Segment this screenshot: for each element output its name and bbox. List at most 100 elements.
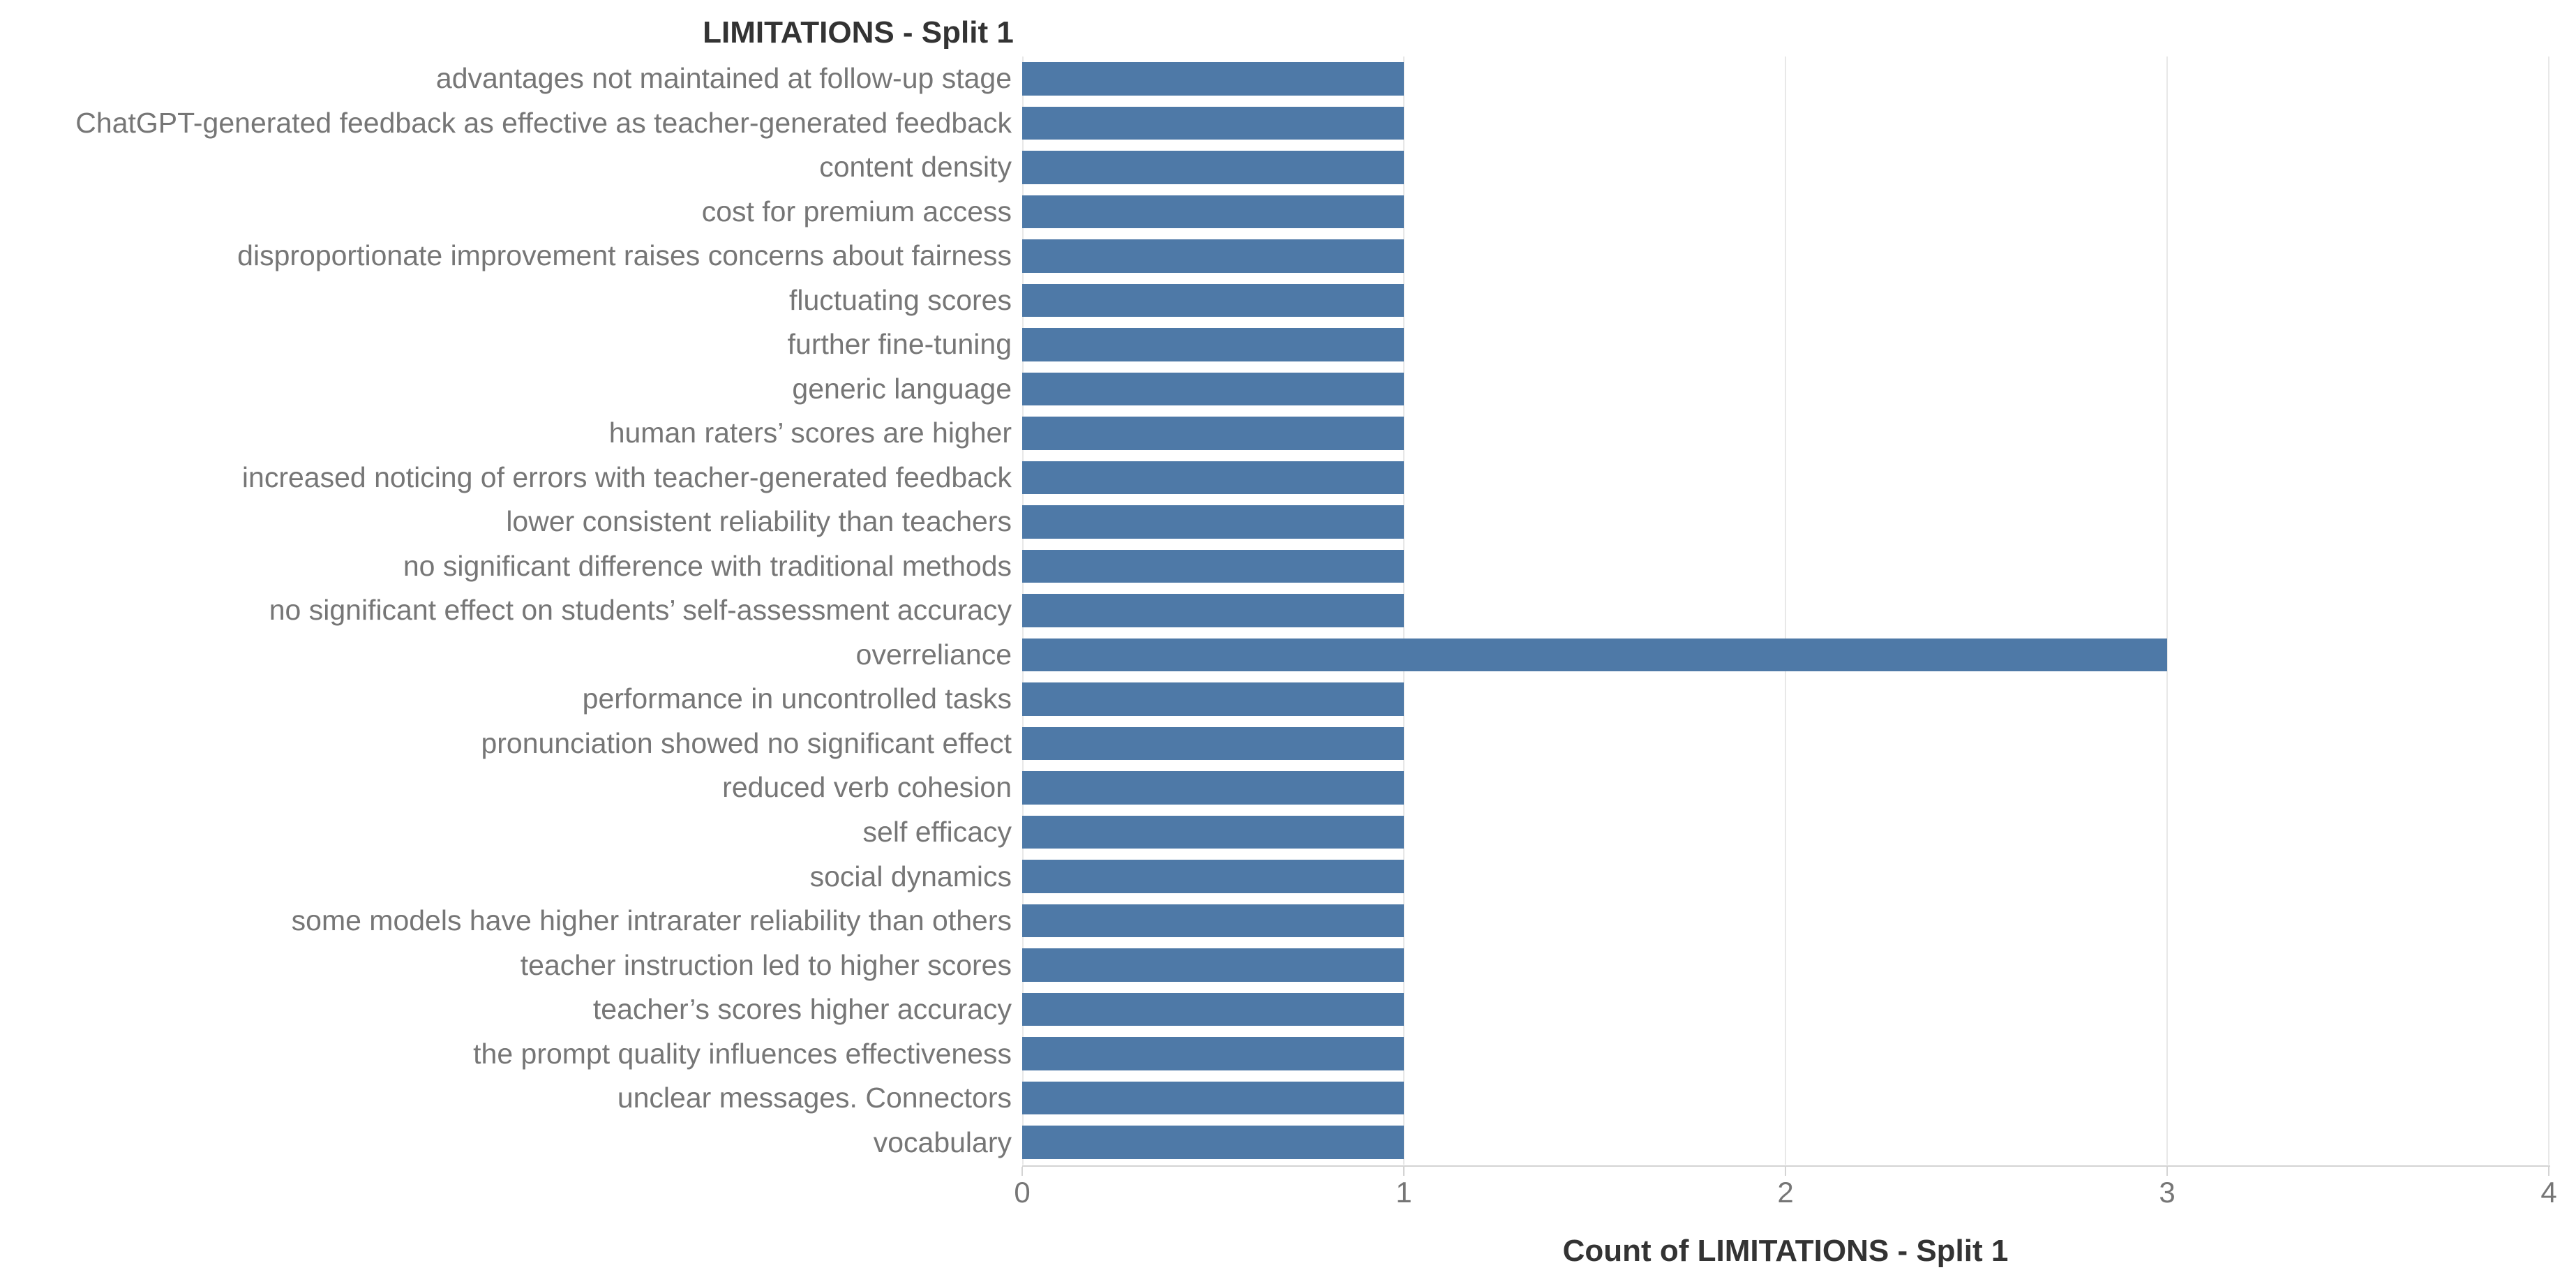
x-tick-mark [1403, 1167, 1405, 1176]
category-label: unclear messages. Connectors [617, 1082, 1012, 1114]
bar[interactable] [1022, 1081, 1404, 1115]
x-tick-mark [1021, 1167, 1023, 1176]
category-label: content density [819, 151, 1012, 184]
category-label: teacher’s scores higher accuracy [592, 993, 1012, 1026]
chart-row: some models have higher intrarater relia… [0, 899, 2576, 943]
bar[interactable] [1022, 151, 1404, 184]
category-label: social dynamics [809, 860, 1012, 893]
bar-track [1022, 190, 2549, 234]
x-tick-label: 4 [2540, 1176, 2557, 1209]
chart-row: lower consistent reliability than teache… [0, 500, 2576, 544]
category-label: advantages not maintained at follow-up s… [435, 62, 1012, 95]
bar-track [1022, 234, 2549, 278]
category-label: some models have higher intrarater relia… [291, 904, 1012, 937]
chart-row: teacher’s scores higher accuracy [0, 987, 2576, 1032]
category-label: vocabulary [873, 1126, 1012, 1158]
bar[interactable] [1022, 682, 1404, 716]
x-tick-mark [2166, 1167, 2168, 1176]
category-label: self efficacy [862, 816, 1012, 848]
bar[interactable] [1022, 195, 1404, 229]
gridline [1403, 57, 1405, 1165]
chart-row: vocabulary [0, 1120, 2576, 1165]
chart-row: teacher instruction led to higher scores [0, 943, 2576, 987]
bar-track [1022, 854, 2549, 899]
bar[interactable] [1022, 461, 1404, 495]
bar-track [1022, 987, 2549, 1032]
category-label: generic language [792, 372, 1012, 405]
x-tick-label: 3 [2159, 1176, 2176, 1209]
chart-title: LIMITATIONS - Split 1 [703, 15, 1014, 50]
chart-row: disproportionate improvement raises conc… [0, 234, 2576, 278]
bar[interactable] [1022, 948, 1404, 982]
bar[interactable] [1022, 505, 1404, 539]
chart-row: overreliance [0, 633, 2576, 678]
chart-row: no significant difference with tradition… [0, 544, 2576, 589]
category-label: the prompt quality influences effectiven… [473, 1037, 1012, 1070]
bar[interactable] [1022, 815, 1404, 849]
plot-area: advantages not maintained at follow-up s… [0, 57, 2576, 1209]
chart-row: cost for premium access [0, 190, 2576, 234]
bar[interactable] [1022, 328, 1404, 361]
chart-row: generic language [0, 367, 2576, 412]
bar-track [1022, 278, 2549, 323]
x-tick-label: 1 [1395, 1176, 1412, 1209]
bar-track [1022, 633, 2549, 678]
x-tick-mark [1785, 1167, 1786, 1176]
category-label: increased noticing of errors with teache… [241, 461, 1012, 493]
bar-track [1022, 411, 2549, 456]
category-label: further fine-tuning [787, 328, 1012, 361]
bar[interactable] [1022, 239, 1404, 273]
bar-track [1022, 367, 2549, 412]
bar[interactable] [1022, 106, 1404, 140]
chart-row: reduced verb cohesion [0, 766, 2576, 810]
bar[interactable] [1022, 771, 1404, 805]
rows-layer: advantages not maintained at follow-up s… [0, 57, 2576, 1165]
bar[interactable] [1022, 62, 1404, 96]
bar[interactable] [1022, 549, 1404, 583]
bar[interactable] [1022, 1037, 1404, 1070]
category-label: fluctuating scores [788, 283, 1012, 316]
bar[interactable] [1022, 638, 2167, 672]
chart-row: pronunciation showed no significant effe… [0, 722, 2576, 766]
gridline [2166, 57, 2168, 1165]
bar-track [1022, 677, 2549, 722]
x-axis-line [1022, 1165, 2550, 1167]
bar-track [1022, 810, 2549, 855]
chart-row: unclear messages. Connectors [0, 1076, 2576, 1121]
category-label: cost for premium access [701, 195, 1012, 227]
bar-track [1022, 1031, 2549, 1076]
x-axis-title: Count of LIMITATIONS - Split 1 [1562, 1234, 2009, 1268]
category-label: no significant effect on students’ self-… [269, 594, 1012, 627]
bar[interactable] [1022, 417, 1404, 450]
bar[interactable] [1022, 860, 1404, 893]
chart-row: no significant effect on students’ self-… [0, 588, 2576, 633]
chart-row: further fine-tuning [0, 322, 2576, 367]
category-label: ChatGPT-generated feedback as effective … [75, 106, 1012, 139]
bar[interactable] [1022, 283, 1404, 318]
chart-row: self efficacy [0, 810, 2576, 855]
bar[interactable] [1022, 726, 1404, 761]
bar[interactable] [1022, 594, 1404, 627]
bar[interactable] [1022, 992, 1404, 1026]
chart-row: ChatGPT-generated feedback as effective … [0, 101, 2576, 146]
bar[interactable] [1022, 904, 1404, 938]
bar-track [1022, 1120, 2549, 1165]
bar-track [1022, 1076, 2549, 1121]
category-label: reduced verb cohesion [722, 771, 1012, 804]
gridline [1785, 57, 1786, 1165]
x-tick-mark [2548, 1167, 2549, 1176]
category-label: no significant difference with tradition… [403, 549, 1012, 582]
chart-row: social dynamics [0, 854, 2576, 899]
bar-track [1022, 722, 2549, 766]
bar[interactable] [1022, 372, 1404, 406]
category-label: performance in uncontrolled tasks [582, 682, 1012, 715]
category-label: human raters’ scores are higher [608, 417, 1012, 449]
x-tick-label: 2 [1777, 1176, 1794, 1209]
category-label: disproportionate improvement raises conc… [237, 239, 1012, 272]
bar-track [1022, 588, 2549, 633]
bar[interactable] [1022, 1126, 1404, 1159]
x-tick-label: 0 [1014, 1176, 1031, 1209]
chart-row: advantages not maintained at follow-up s… [0, 57, 2576, 101]
bar-track [1022, 101, 2549, 146]
